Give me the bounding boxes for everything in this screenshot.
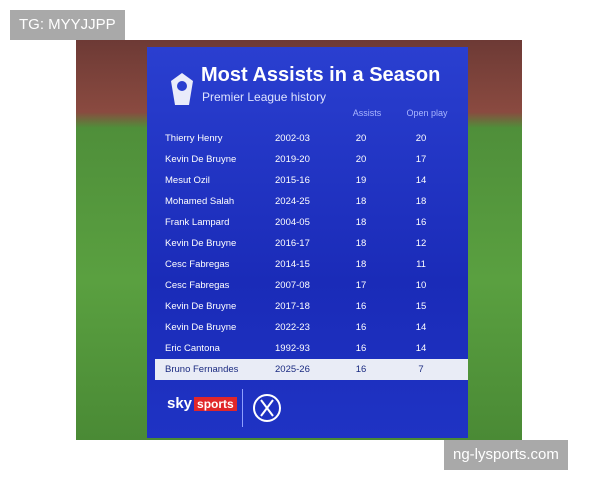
table-cell: 18 xyxy=(355,238,367,249)
table-cell: 14 xyxy=(415,175,427,186)
table-cell: 20 xyxy=(355,154,367,165)
table-row: Kevin De Bruyne 2022-23 16 14 xyxy=(155,317,468,338)
table-cell: 18 xyxy=(355,196,367,207)
table-cell: 18 xyxy=(355,217,367,228)
table-cell: Cesc Fabregas xyxy=(165,280,230,291)
table-cell: Cesc Fabregas xyxy=(165,259,230,270)
table-row: Mohamed Salah 2024-25 18 18 xyxy=(155,191,468,212)
table-cell: 2016-17 xyxy=(275,238,310,249)
table-row: Kevin De Bruyne 2017-18 16 15 xyxy=(155,296,468,317)
table-cell: 2004-05 xyxy=(275,217,310,228)
table-row: Kevin De Bruyne 2019-20 20 17 xyxy=(155,149,468,170)
table-cell: 18 xyxy=(415,196,427,207)
table-cell: Kevin De Bruyne xyxy=(165,322,237,333)
table-cell: 20 xyxy=(415,133,427,144)
table-cell: 2002-03 xyxy=(275,133,310,144)
table-cell: Kevin De Bruyne xyxy=(165,154,237,165)
watermark: TG: MYYJJPP xyxy=(10,10,125,40)
column-header: Open play xyxy=(406,108,448,118)
table-cell: 7 xyxy=(418,364,424,375)
table-cell: 15 xyxy=(415,301,427,312)
table-cell: 2015-16 xyxy=(275,175,310,186)
table-cell: Frank Lampard xyxy=(165,217,230,228)
table-cell: 2019-20 xyxy=(275,154,310,165)
table-row: Cesc Fabregas 2007-08 17 10 xyxy=(155,275,468,296)
subtitle: Premier League history xyxy=(202,90,327,104)
table-cell: 18 xyxy=(355,259,367,270)
table-cell: 2022-23 xyxy=(275,322,310,333)
logo-sky: sky xyxy=(167,395,193,412)
title: Most Assists in a Season xyxy=(201,64,441,86)
table-cell: 2007-08 xyxy=(275,280,310,291)
logo-sports: sports xyxy=(194,397,237,411)
table-cell: 16 xyxy=(355,301,367,312)
table-cell: Mesut Ozil xyxy=(165,175,210,186)
table-cell: 16 xyxy=(355,322,367,333)
table-cell: 12 xyxy=(415,238,427,249)
table-cell: 2017-18 xyxy=(275,301,310,312)
table-cell: 16 xyxy=(415,217,427,228)
column-header: Assists xyxy=(352,108,382,118)
table-cell: 20 xyxy=(355,133,367,144)
kick-off-icon xyxy=(253,394,281,422)
table-cell: 19 xyxy=(355,175,367,186)
table-cell: 14 xyxy=(415,322,427,333)
table-cell: Thierry Henry xyxy=(165,133,223,144)
table-row: Mesut Ozil 2015-16 19 14 xyxy=(155,170,468,191)
table-cell: Bruno Fernandes xyxy=(165,364,239,375)
table-cell: 2025-26 xyxy=(275,364,310,375)
table-cell: 17 xyxy=(355,280,367,291)
table-cell: 10 xyxy=(415,280,427,291)
table-row: Frank Lampard 2004-05 18 16 xyxy=(155,212,468,233)
table-cell: 17 xyxy=(415,154,427,165)
sky-sports-logo: sky sports xyxy=(167,395,237,412)
table-cell: 11 xyxy=(416,259,426,270)
table-cell: Kevin De Bruyne xyxy=(165,301,237,312)
table-cell: 2014-15 xyxy=(275,259,310,270)
watermark: ng-lysports.com xyxy=(444,440,568,470)
table-cell: 2024-25 xyxy=(275,196,310,207)
table-cell: 1992-93 xyxy=(275,343,310,354)
table-cell: Kevin De Bruyne xyxy=(165,238,237,249)
table-cell: Eric Cantona xyxy=(165,343,220,354)
table-row: Eric Cantona 1992-93 16 14 xyxy=(155,338,468,359)
table-row: Cesc Fabregas 2014-15 18 11 xyxy=(155,254,468,275)
table-cell: Mohamed Salah xyxy=(165,196,235,207)
pl-lion-icon xyxy=(171,73,193,105)
table-cell: 16 xyxy=(355,343,367,354)
table-row: Thierry Henry 2002-03 20 20 xyxy=(155,128,468,149)
table-cell: 14 xyxy=(415,343,427,354)
table-row: Bruno Fernandes 2025-26 16 7 xyxy=(155,359,468,380)
divider xyxy=(242,389,243,427)
table-row: Kevin De Bruyne 2016-17 18 12 xyxy=(155,233,468,254)
table-cell: 16 xyxy=(355,364,367,375)
